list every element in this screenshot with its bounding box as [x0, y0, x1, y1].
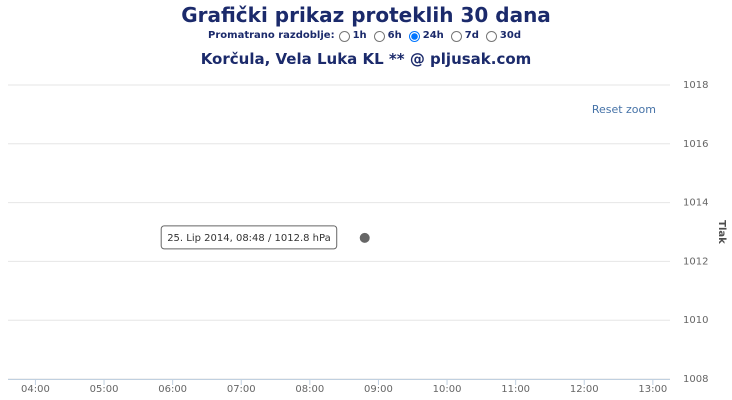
period-option[interactable]: 24h: [407, 28, 444, 44]
x-tick-label: 10:00: [433, 384, 462, 395]
x-tick-label: 06:00: [158, 384, 187, 395]
y-tick-label: 1010: [683, 315, 708, 326]
y-tick-label: 1014: [683, 198, 708, 209]
period-option-label: 6h: [387, 30, 402, 41]
period-option-label: 24h: [422, 30, 444, 41]
x-tick-label: 08:00: [295, 384, 324, 395]
y-tick-label: 1018: [683, 80, 708, 91]
period-option[interactable]: 30d: [484, 28, 521, 44]
chart-title: Grafički prikaz proteklih 30 dana: [181, 3, 551, 27]
y-tick-label: 1012: [683, 256, 708, 267]
x-tick-label: 13:00: [638, 384, 667, 395]
x-tick-label: 05:00: [90, 384, 119, 395]
period-option[interactable]: 6h: [372, 28, 402, 44]
y-axis-title: Tlak: [716, 220, 727, 244]
tooltip-box: [160, 225, 338, 250]
period-option[interactable]: 7d: [449, 28, 479, 44]
chart-subtitle: Korčula, Vela Luka KL ** @ pljusak.com: [200, 50, 532, 68]
period-option-label: 1h: [352, 30, 367, 41]
y-tick-label: 1008: [683, 374, 708, 385]
period-option[interactable]: 1h: [337, 28, 367, 44]
hover-marker: [359, 232, 370, 243]
x-tick-label: 11:00: [501, 384, 530, 395]
period-radio[interactable]: [338, 30, 350, 42]
y-tick-label: 1016: [683, 139, 708, 150]
period-radio[interactable]: [373, 30, 385, 42]
tooltip-text: 25. Lip 2014, 08:48 / 1012.8 hPa: [167, 233, 331, 244]
period-label: Promatrano razdoblje:: [208, 30, 335, 41]
period-option-label: 7d: [464, 30, 479, 41]
x-tick-label: 09:00: [364, 384, 393, 395]
x-tick-label: 12:00: [570, 384, 599, 395]
period-option-label: 30d: [499, 30, 521, 41]
period-radio[interactable]: [450, 30, 462, 42]
header: Grafički prikaz proteklih 30 dana Promat…: [0, 0, 732, 69]
x-tick-label: 04:00: [21, 384, 50, 395]
period-radio[interactable]: [408, 30, 420, 42]
x-tick-label: 07:00: [227, 384, 256, 395]
reset-zoom-button[interactable]: Reset zoom: [592, 103, 656, 116]
period-radio[interactable]: [485, 30, 497, 42]
period-controls: Promatrano razdoblje: 1h 6h 24h 7d 30d: [0, 28, 732, 44]
